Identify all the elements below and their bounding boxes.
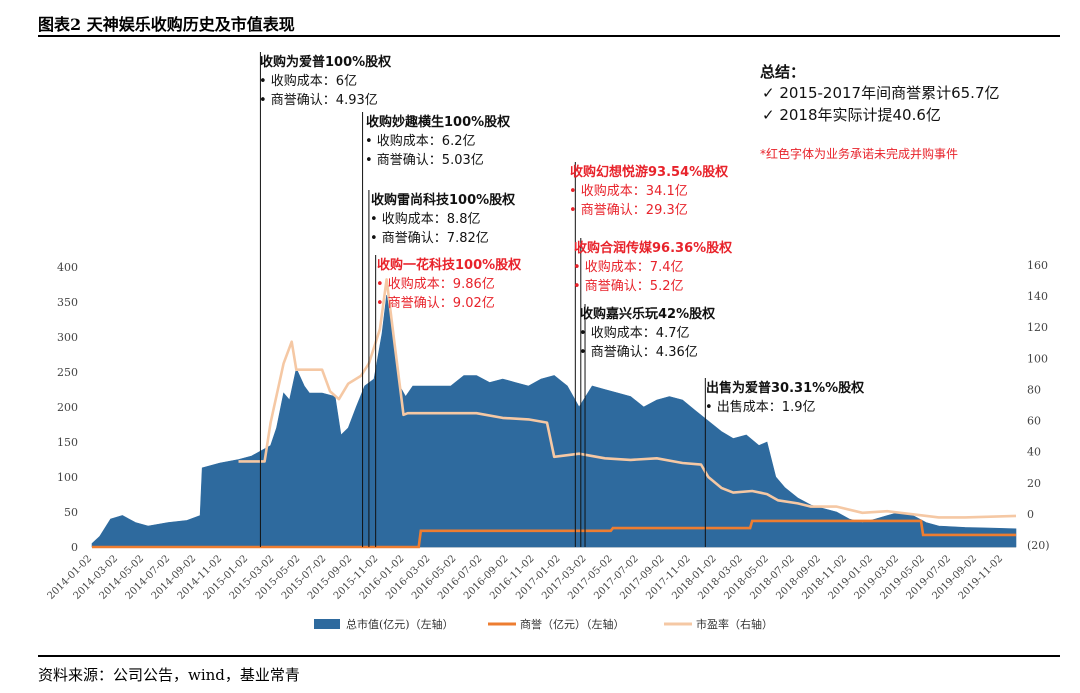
- right-tick-label: 0: [1027, 508, 1034, 521]
- event-detail: • 收购成本：6亿: [259, 73, 357, 89]
- event-title: 收购幻想悦游93.54%股权: [570, 164, 729, 180]
- event-detail: • 收购成本：6.2亿: [365, 133, 475, 149]
- right-axis-ticks: (20) 0 20 40 60 80 100 120 140 160: [1027, 259, 1050, 552]
- event-detail: • 出售成本：1.9亿: [705, 399, 815, 415]
- event-title: 收购合润传媒96.36%股权: [574, 240, 733, 256]
- source-note: 资料来源：公司公告，wind，基业常青: [38, 666, 300, 684]
- figure-title: 图表2 天神娱乐收购历史及市值表现: [38, 15, 295, 34]
- event-detail: • 商誉确认：4.36亿: [579, 345, 698, 360]
- left-tick-label: 0: [71, 541, 78, 554]
- left-tick-label: 400: [57, 261, 78, 274]
- right-tick-label: (20): [1027, 539, 1050, 552]
- event-detail: • 收购成本：4.7亿: [579, 325, 689, 341]
- event-title: 出售为爱普30.31%%股权: [706, 380, 865, 396]
- event-title: 收购嘉兴乐玩42%股权: [580, 306, 716, 322]
- goodwill-line: [92, 519, 1016, 549]
- summary-title: 总结：: [760, 63, 805, 81]
- left-tick-label: 50: [64, 506, 78, 519]
- event-detail: • 收购成本：34.1亿: [569, 183, 688, 199]
- right-tick-label: 160: [1027, 259, 1048, 272]
- left-axis-ticks: 0 50 100 150 200 250 300 350 400: [57, 261, 78, 554]
- left-tick-label: 300: [57, 331, 78, 344]
- event-detail: • 收购成本：9.86亿: [376, 276, 495, 292]
- event-detail: • 收购成本：7.4亿: [573, 259, 683, 275]
- left-tick-label: 250: [57, 366, 78, 379]
- event-detail: • 商誉确认：5.03亿: [365, 153, 484, 168]
- right-tick-label: 100: [1027, 352, 1048, 365]
- event-title: 收购为爱普100%股权: [260, 54, 392, 70]
- event-title: 收购雷尚科技100%股权: [371, 192, 516, 208]
- event-title: 收购一花科技100%股权: [377, 257, 522, 273]
- event-detail: • 商誉确认：29.3亿: [569, 203, 688, 218]
- left-tick-label: 100: [57, 471, 78, 484]
- summary-box: 总结： ✓ 2015-2017年间商誉累计65.7亿 ✓ 2018年实际计提40…: [760, 63, 1000, 161]
- right-tick-label: 80: [1027, 383, 1041, 396]
- event-detail: • 商誉确认：9.02亿: [376, 296, 495, 311]
- legend-label: 总市值(亿元)（左轴）: [346, 617, 454, 631]
- left-tick-label: 200: [57, 401, 78, 414]
- legend: 总市值(亿元)（左轴） 商誉（亿元）（左轴） 市盈率（右轴）: [314, 617, 773, 631]
- left-tick-label: 350: [57, 296, 78, 309]
- summary-note: *红色字体为业务承诺未完成并购事件: [760, 146, 958, 161]
- event-detail: • 商誉确认：7.82亿: [370, 231, 489, 246]
- right-tick-label: 60: [1027, 415, 1041, 428]
- legend-label: 市盈率（右轴）: [696, 617, 773, 631]
- right-tick-label: 40: [1027, 446, 1041, 459]
- event-detail: • 商誉确认：5.2亿: [573, 279, 683, 294]
- summary-item-1: ✓ 2015-2017年间商誉累计65.7亿: [762, 84, 1000, 102]
- event-detail: • 商誉确认：4.93亿: [259, 93, 378, 108]
- legend-label: 商誉（亿元）（左轴）: [520, 617, 625, 631]
- legend-swatch-market-cap: [314, 619, 340, 629]
- bottom-rule: [38, 655, 1060, 657]
- market-cap-area: [91, 294, 1017, 548]
- event-detail: • 收购成本：8.8亿: [370, 211, 480, 227]
- pe-ratio-line: [238, 278, 1017, 519]
- chart-series: [91, 278, 1017, 549]
- right-tick-label: 20: [1027, 477, 1041, 490]
- event-title: 收购妙趣横生100%股权: [366, 114, 511, 130]
- summary-item-2: ✓ 2018年实际计提40.6亿: [762, 106, 941, 124]
- left-tick-label: 150: [57, 436, 78, 449]
- right-tick-label: 120: [1027, 321, 1048, 334]
- right-tick-label: 140: [1027, 290, 1048, 303]
- x-axis-ticks: 2014-01-022014-03-022014-05-022014-07-02…: [46, 546, 1016, 602]
- top-rule: [38, 35, 1060, 37]
- event-annotations: 收购为爱普100%股权 • 收购成本：6亿 • 商誉确认：4.93亿收购妙趣横生10…: [259, 52, 865, 547]
